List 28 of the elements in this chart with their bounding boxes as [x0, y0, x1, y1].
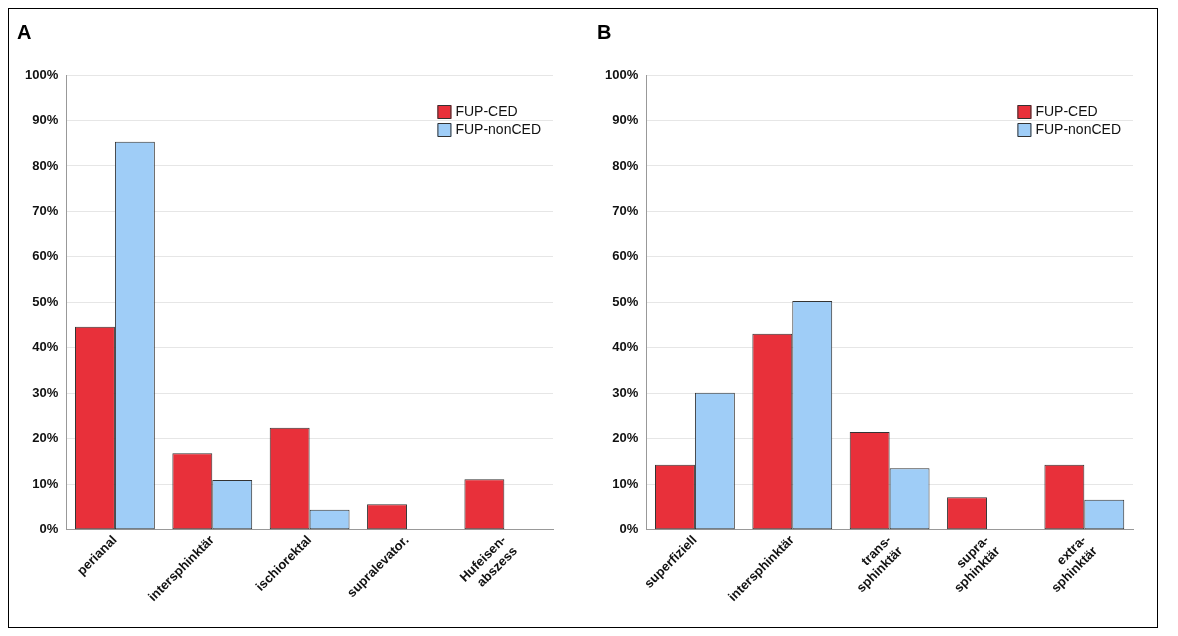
y-tick-label: 80% — [32, 157, 59, 173]
y-tick-label: 40% — [32, 339, 59, 355]
legend-label: FUP-CED — [455, 103, 518, 120]
y-tick-label: 10% — [32, 475, 59, 491]
chart-title: A — [17, 20, 32, 43]
y-tick-label: 60% — [32, 248, 59, 264]
y-tick-label: 70% — [32, 202, 59, 218]
legend-label: FUP-CED — [1035, 103, 1098, 120]
y-tick-label: 40% — [612, 339, 639, 355]
y-tick-label: 50% — [612, 293, 639, 309]
y-tick-label: 0% — [39, 521, 59, 537]
y-tick-label: 90% — [32, 112, 59, 128]
y-tick-label: 10% — [612, 475, 639, 491]
y-tick-label: 50% — [32, 293, 59, 309]
y-tick-label: 70% — [612, 202, 639, 218]
y-tick-label: 20% — [612, 430, 639, 446]
chart-title: B — [597, 20, 612, 43]
legend-label: FUP-nonCED — [455, 121, 542, 138]
y-tick-label: 100% — [605, 66, 639, 82]
y-tick-label: 60% — [612, 248, 639, 264]
y-tick-label: 100% — [25, 66, 59, 82]
y-tick-label: 90% — [612, 112, 639, 128]
y-tick-label: 20% — [32, 430, 59, 446]
y-tick-label: 0% — [619, 521, 639, 537]
y-tick-label: 30% — [612, 384, 639, 400]
y-tick-label: 30% — [32, 384, 59, 400]
y-tick-label: 80% — [612, 157, 639, 173]
legend-label: FUP-nonCED — [1035, 121, 1122, 138]
